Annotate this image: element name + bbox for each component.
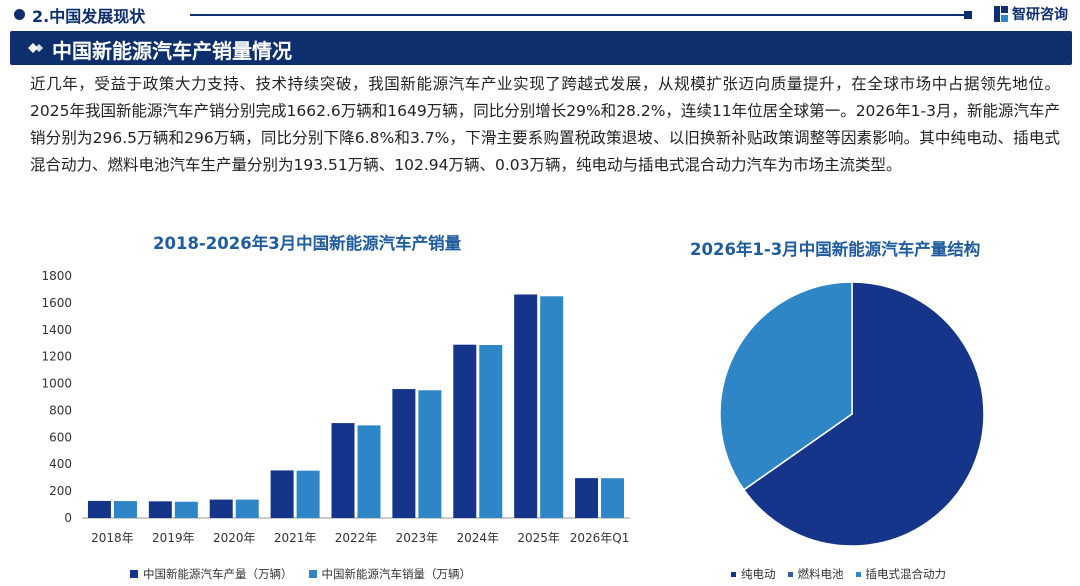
legend-item-sales: 中国新能源汽车销量（万辆） <box>308 566 472 582</box>
legend-swatch-sales <box>308 570 317 578</box>
legend-swatch-fcev <box>787 571 793 577</box>
top-bar: 2.中国发展现状 智研咨询 <box>0 0 1080 30</box>
legend-swatch-production <box>130 570 138 578</box>
header-divider <box>190 14 972 16</box>
divider-end-marker <box>964 11 972 19</box>
x-tick-label: 2020年 <box>213 531 256 545</box>
bar-chart-legend: 中国新能源汽车产量（万辆） 中国新能源汽车销量（万辆） <box>130 566 487 582</box>
x-tick-label: 2022年 <box>335 531 378 545</box>
bar-production <box>514 294 538 518</box>
y-tick-label: 1000 <box>41 377 72 391</box>
legend-label-phev: 插电式混合动力 <box>865 567 947 581</box>
y-tick-label: 1200 <box>41 350 72 364</box>
section-label: 2.中国发展现状 <box>32 7 146 26</box>
legend-swatch-bev <box>731 571 736 577</box>
pie-slice-bev <box>742 281 985 547</box>
title-banner: 中国新能源汽车产销量情况 <box>10 31 1072 65</box>
legend-item-fcev: 燃料电池 <box>787 566 844 582</box>
bar-sales <box>418 390 442 518</box>
y-tick-label: 1400 <box>41 323 72 337</box>
legend-label-bev: 纯电动 <box>741 567 776 581</box>
brand-logo-text: 智研咨询 <box>1012 7 1068 23</box>
page-title: 中国新能源汽车产销量情况 <box>52 39 292 63</box>
pie-chart-title: 2026年1-3月中国新能源汽车产量结构 <box>690 240 981 259</box>
legend-label-sales: 中国新能源汽车销量（万辆） <box>321 567 472 581</box>
section-bullet-icon <box>14 9 25 20</box>
y-tick-label: 1600 <box>41 296 72 310</box>
brand-logo-icon <box>994 6 1008 22</box>
bar-sales <box>235 499 259 518</box>
y-tick-label: 400 <box>49 457 72 471</box>
pie-slice-phev <box>719 281 853 491</box>
bar-production <box>453 344 477 518</box>
bar-production <box>575 478 599 518</box>
bar-sales <box>601 478 625 518</box>
legend-item-bev: 纯电动 <box>731 566 776 582</box>
x-tick-label: 2024年 <box>457 531 500 545</box>
diamond-icon <box>22 37 46 59</box>
x-tick-label: 2021年 <box>274 531 317 545</box>
description-paragraph: 近几年，受益于政策大力支持、技术持续突破，我国新能源汽车产业实现了跨越式发展，从… <box>30 75 1060 174</box>
bar-production <box>209 499 233 518</box>
bar-sales <box>540 296 564 518</box>
legend-item-production: 中国新能源汽车产量（万辆） <box>130 566 293 582</box>
bar-sales <box>357 425 381 518</box>
y-tick-label: 1800 <box>41 269 72 283</box>
legend-label-production: 中国新能源汽车产量（万辆） <box>143 567 293 581</box>
x-tick-label: 2019年 <box>152 531 195 545</box>
y-tick-label: 600 <box>49 430 72 444</box>
bar-chart-title: 2018-2026年3月中国新能源汽车产销量 <box>153 234 462 253</box>
bar-production <box>148 501 172 518</box>
bar-production <box>270 470 294 518</box>
x-tick-label: 2018年 <box>91 531 134 545</box>
pie-chart <box>719 281 985 547</box>
y-tick-label: 0 <box>64 511 72 525</box>
brand-logo: 智研咨询 <box>994 4 1068 24</box>
x-tick-label: 2023年 <box>396 531 439 545</box>
y-tick-label: 800 <box>49 403 72 417</box>
legend-item-phev: 插电式混合动力 <box>855 566 947 582</box>
bar-production <box>392 389 416 518</box>
bar-sales <box>479 344 503 518</box>
x-tick-label: 2025年 <box>517 531 560 545</box>
bar-chart: 0 200 400 600 800 1000 1200 1400 1600 1800 2018年 20… <box>41 269 630 545</box>
bar-sales <box>296 470 320 518</box>
bar-sales <box>113 501 137 518</box>
x-tick-label: 2026年Q1 <box>570 531 630 545</box>
y-tick-label: 200 <box>49 484 72 498</box>
legend-label-fcev: 燃料电池 <box>797 567 844 581</box>
bar-production <box>331 423 355 518</box>
pie-chart-legend: 纯电动 燃料电池 插电式混合动力 <box>731 566 962 582</box>
bar-production <box>87 500 111 518</box>
legend-swatch-phev <box>855 571 861 577</box>
bar-sales <box>174 501 198 518</box>
